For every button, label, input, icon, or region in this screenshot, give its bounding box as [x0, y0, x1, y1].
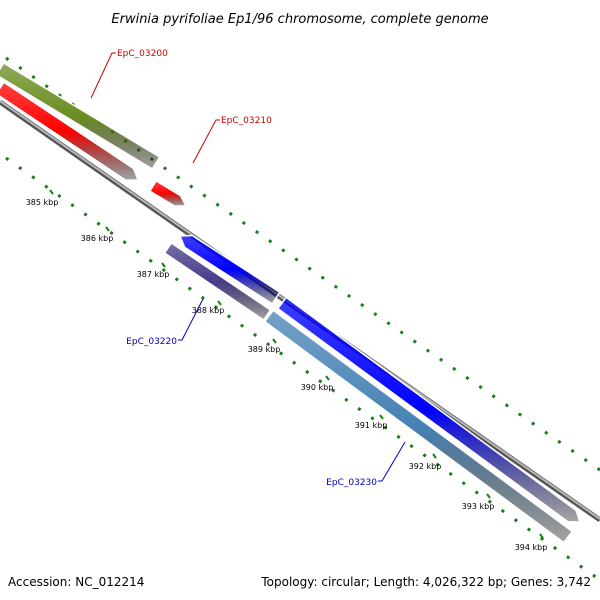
gene-labels: EpC_03200 EpC_03210 EpC_03220 EpC_03230: [90, 49, 406, 488]
gene-epc-03210[interactable]: [148, 179, 188, 207]
tick-label: 386 kbp: [81, 234, 114, 243]
tick-label: 387 kbp: [137, 270, 170, 279]
tick-mark: [325, 375, 330, 381]
tick-mark: [486, 493, 491, 499]
gene-epc-03230[interactable]: [263, 309, 574, 544]
gene-label-leader: [378, 441, 406, 482]
gene-epc-03220[interactable]: [163, 241, 272, 322]
gene-features: [0, 61, 582, 544]
tick-label: 393 kbp: [462, 502, 495, 511]
position-ticks: 385 kbp 386 kbp 387 kbp 388 kbp 389 kbp 390 k…: [26, 189, 548, 552]
gene-epc-03200[interactable]: [0, 61, 161, 171]
tick-label: 392 kbp: [409, 462, 442, 471]
tick-mark: [105, 226, 110, 232]
tick-mark: [432, 453, 437, 459]
tick-label: 394 kbp: [515, 543, 548, 552]
gene-blue-2[interactable]: [276, 296, 582, 523]
tick-mark: [217, 300, 222, 306]
inner-tick-ring: [5, 156, 600, 582]
tick-mark: [161, 262, 166, 268]
tick-label: 388 kbp: [192, 306, 225, 315]
gene-label[interactable]: EpC_03210: [221, 116, 272, 126]
genome-summary-text: Topology: circular; Length: 4,026,322 bp…: [260, 575, 591, 589]
tick-mark: [379, 414, 384, 420]
tick-label: 391 kbp: [355, 421, 388, 430]
accession-text: Accession: NC_012214: [8, 575, 144, 589]
gene-label[interactable]: EpC_03200: [117, 49, 168, 59]
tick-label: 389 kbp: [248, 345, 281, 354]
gene-blue-1[interactable]: [178, 234, 281, 305]
gene-label[interactable]: EpC_03230: [326, 478, 377, 488]
gene-label-leader: [192, 119, 220, 164]
gene-label-leader: [178, 298, 204, 341]
gene-red-left[interactable]: [0, 81, 140, 182]
tick-mark: [49, 189, 54, 195]
map-title: Erwinia pyrifoliae Ep1/96 chromosome, co…: [111, 12, 488, 27]
gene-label-leader: [90, 52, 116, 99]
tick-label: 390 kbp: [301, 383, 334, 392]
tick-mark: [539, 533, 544, 539]
gene-label[interactable]: EpC_03220: [126, 337, 177, 347]
tick-mark: [272, 338, 277, 344]
tick-label: 385 kbp: [26, 198, 59, 207]
